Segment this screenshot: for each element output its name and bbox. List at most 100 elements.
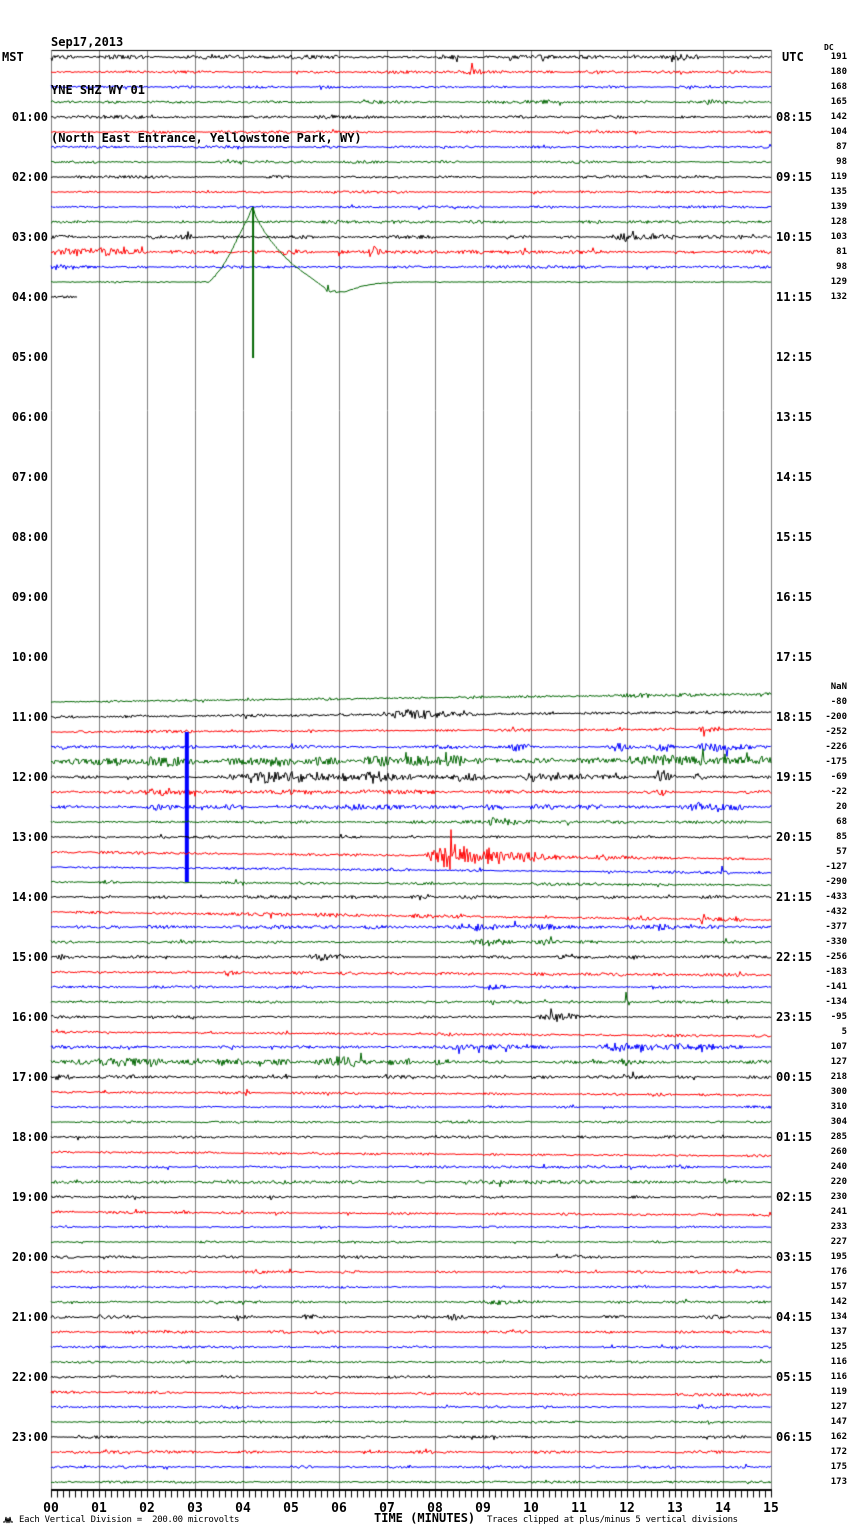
dc-value: 87 bbox=[836, 142, 847, 152]
dc-value: -252 bbox=[825, 727, 847, 737]
dc-value: -330 bbox=[825, 937, 847, 947]
dc-value: -127 bbox=[825, 862, 847, 872]
utc-hour-label: 09:15 bbox=[776, 170, 813, 184]
dc-value: 127 bbox=[830, 1057, 847, 1067]
minute-label: 03 bbox=[187, 1501, 203, 1516]
utc-hour-label: 20:15 bbox=[776, 830, 813, 844]
utc-hour-label: 01:15 bbox=[776, 1130, 813, 1144]
dc-value: 285 bbox=[830, 1132, 847, 1142]
dc-value: 81 bbox=[836, 247, 847, 257]
header-station-location: (North East Entrance, Yellowstone Park, … bbox=[51, 131, 362, 145]
dc-value: 135 bbox=[830, 187, 847, 197]
dc-value: 98 bbox=[836, 157, 847, 167]
utc-hour-label: 06:15 bbox=[776, 1430, 813, 1444]
mst-hour-label: 05:00 bbox=[11, 350, 48, 364]
mst-hour-label: 16:00 bbox=[11, 1010, 48, 1024]
dc-value: 125 bbox=[830, 1342, 847, 1352]
header: Sep17,2013 YNE SHZ WY 01 (North East Ent… bbox=[51, 2, 362, 178]
mst-hour-label: 09:00 bbox=[11, 590, 48, 604]
dc-value: -175 bbox=[825, 757, 847, 767]
dc-value: 165 bbox=[830, 97, 847, 107]
mst-hour-label: 02:00 bbox=[11, 170, 48, 184]
dc-value: 137 bbox=[830, 1327, 847, 1337]
minute-label: 01 bbox=[91, 1501, 107, 1516]
mst-hour-label: 18:00 bbox=[11, 1130, 48, 1144]
mst-hour-label: 19:00 bbox=[11, 1190, 48, 1204]
dc-value: 191 bbox=[830, 52, 847, 62]
utc-hour-label: 23:15 bbox=[776, 1010, 813, 1024]
dc-value: 195 bbox=[830, 1252, 847, 1262]
mst-hour-label: 14:00 bbox=[11, 890, 48, 904]
dc-value: 107 bbox=[830, 1042, 847, 1052]
utc-hour-label: 16:15 bbox=[776, 590, 813, 604]
mst-hour-label: 13:00 bbox=[11, 830, 48, 844]
dc-value: 176 bbox=[830, 1267, 847, 1277]
dc-value: 310 bbox=[830, 1102, 847, 1112]
dc-value: 142 bbox=[830, 112, 847, 122]
mst-hour-label: 01:00 bbox=[11, 110, 48, 124]
utc-hour-label: 17:15 bbox=[776, 650, 813, 664]
mst-hour-label: 04:00 bbox=[11, 290, 48, 304]
dc-value: -290 bbox=[825, 877, 847, 887]
dc-value: 134 bbox=[830, 1312, 847, 1322]
utc-hour-label: 10:15 bbox=[776, 230, 813, 244]
left-axis-title-mst: MST bbox=[2, 50, 24, 64]
minute-label: 02 bbox=[139, 1501, 155, 1516]
mst-hour-label: 08:00 bbox=[11, 530, 48, 544]
dc-value: -69 bbox=[830, 772, 847, 782]
dc-value: 119 bbox=[830, 172, 847, 182]
utc-hour-label: 02:15 bbox=[776, 1190, 813, 1204]
utc-hour-label: 03:15 bbox=[776, 1250, 813, 1264]
utc-hour-label: 00:15 bbox=[776, 1070, 813, 1084]
dc-value: 103 bbox=[830, 232, 847, 242]
x-axis-title: TIME (MINUTES) bbox=[374, 1511, 476, 1525]
minute-label: 06 bbox=[331, 1501, 347, 1516]
minute-label: 07 bbox=[379, 1501, 395, 1516]
dc-value: 220 bbox=[830, 1177, 847, 1187]
right-axis-title-utc: UTC bbox=[782, 50, 804, 64]
minute-label: 11 bbox=[571, 1501, 587, 1516]
mst-hour-label: 22:00 bbox=[11, 1370, 48, 1384]
minute-label: 13 bbox=[667, 1501, 683, 1516]
mst-hour-label: 21:00 bbox=[11, 1310, 48, 1324]
dc-value: 175 bbox=[830, 1462, 847, 1472]
minute-label: 04 bbox=[235, 1501, 251, 1516]
dc-value: 241 bbox=[830, 1207, 847, 1217]
dc-value: 119 bbox=[830, 1387, 847, 1397]
seismo-squiggle-icon bbox=[3, 1516, 13, 1524]
utc-hour-label: 18:15 bbox=[776, 710, 813, 724]
dc-value: 129 bbox=[830, 277, 847, 287]
dc-value: 98 bbox=[836, 262, 847, 272]
dc-value: 85 bbox=[836, 832, 847, 842]
minute-label: 00 bbox=[43, 1501, 59, 1516]
dc-value: -226 bbox=[825, 742, 847, 752]
dc-value: 168 bbox=[830, 82, 847, 92]
dc-value: 260 bbox=[830, 1147, 847, 1157]
minute-label: 08 bbox=[427, 1501, 443, 1516]
minute-label: 14 bbox=[715, 1501, 731, 1516]
minute-label: 12 bbox=[619, 1501, 635, 1516]
dc-value: 57 bbox=[836, 847, 847, 857]
dc-value: -141 bbox=[825, 982, 847, 992]
utc-hour-label: 19:15 bbox=[776, 770, 813, 784]
dc-value: 127 bbox=[830, 1402, 847, 1412]
mst-hour-label: 11:00 bbox=[11, 710, 48, 724]
dc-value: 233 bbox=[830, 1222, 847, 1232]
utc-hour-label: 15:15 bbox=[776, 530, 813, 544]
mst-hour-label: 07:00 bbox=[11, 470, 48, 484]
vertical-scale-note: Each Vertical Division = 200.00 microvol… bbox=[19, 1515, 240, 1525]
dc-value: 132 bbox=[830, 292, 847, 302]
dc-value: -183 bbox=[825, 967, 847, 977]
dc-value: 162 bbox=[830, 1432, 847, 1442]
dc-value: -256 bbox=[825, 952, 847, 962]
dc-value: 157 bbox=[830, 1282, 847, 1292]
mst-hour-label: 15:00 bbox=[11, 950, 48, 964]
dc-value: -134 bbox=[825, 997, 847, 1007]
utc-hour-label: 22:15 bbox=[776, 950, 813, 964]
dc-value: -200 bbox=[825, 712, 847, 722]
dc-value: -432 bbox=[825, 907, 847, 917]
mst-hour-label: 23:00 bbox=[11, 1430, 48, 1444]
dc-value: 230 bbox=[830, 1192, 847, 1202]
